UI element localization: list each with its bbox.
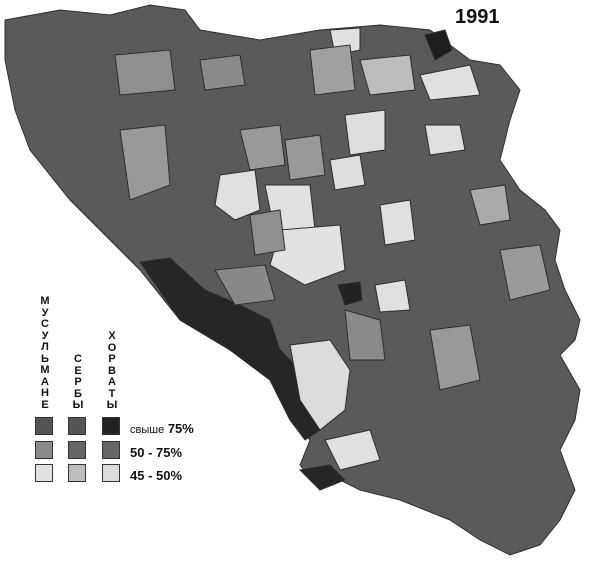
range-value: 50 - 75%	[130, 445, 183, 460]
legend-label-croats: ХОРВАТЫ	[106, 330, 118, 411]
legend-range-mid: 50 - 75%	[130, 445, 182, 460]
legend-swatch	[35, 464, 53, 482]
region-light	[424, 124, 466, 156]
legend-swatch	[68, 441, 86, 459]
region-croat-majority	[424, 29, 453, 61]
legend-swatch	[68, 417, 86, 435]
region-light	[374, 279, 411, 313]
range-value: 45 - 50%	[130, 468, 183, 483]
legend-range-low: 45 - 50%	[130, 468, 182, 483]
region-light	[379, 199, 416, 246]
map-title: 1991	[455, 6, 500, 28]
region-mid	[239, 124, 286, 171]
legend-label-serbs: СЕРБЫ	[72, 353, 84, 411]
range-value: 75%	[167, 421, 194, 436]
region-mid	[309, 44, 356, 96]
region-mid	[499, 244, 551, 301]
region-light	[329, 154, 366, 191]
legend-label-muslims: МУСУЛЬМАНЕ	[40, 295, 50, 411]
region-mid	[429, 324, 481, 391]
region-mid	[119, 124, 171, 201]
legend-range-high: свыше 75%	[130, 421, 194, 436]
region-croat-majority	[298, 464, 346, 491]
region-light	[344, 109, 386, 156]
legend-swatch	[35, 417, 53, 435]
region-croat-majority	[337, 281, 363, 306]
region-mid	[344, 309, 386, 361]
region-light	[269, 224, 346, 286]
region-mid	[359, 54, 416, 96]
region-mid	[214, 264, 276, 306]
region-light	[324, 429, 381, 471]
region-mid	[469, 184, 511, 226]
region-light	[214, 169, 261, 221]
region-light	[419, 64, 481, 101]
region-mid	[249, 209, 286, 256]
region-mid	[284, 134, 326, 181]
legend-swatch	[102, 464, 120, 482]
country-outline	[4, 4, 581, 556]
range-prefix: свыше	[130, 424, 165, 436]
region-light	[289, 339, 351, 431]
legend-swatch	[102, 417, 120, 435]
legend-swatch	[68, 464, 86, 482]
region-mid	[199, 54, 246, 91]
region-mid	[114, 49, 176, 96]
legend-swatch	[102, 441, 120, 459]
legend-swatch	[35, 441, 53, 459]
